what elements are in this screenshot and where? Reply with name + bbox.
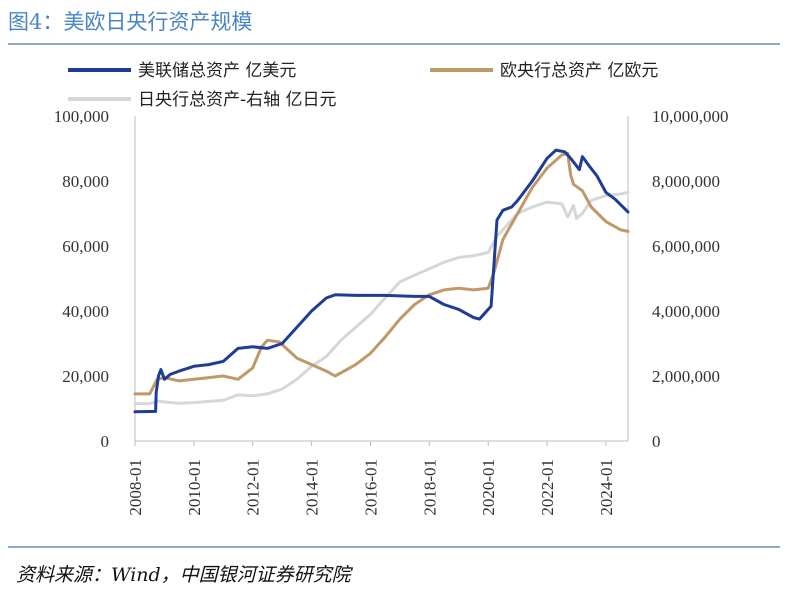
legend-label-fed: 美联储总资产 亿美元 [138, 61, 296, 81]
y-right-tick-label: 0 [652, 432, 661, 451]
x-tick-label: 2024-01 [597, 459, 616, 516]
legend-label-boj: 日央行总资产-右轴 亿日元 [138, 90, 337, 110]
y-right-tick-label: 8,000,000 [652, 172, 720, 191]
tick-labels: 0 20,000 40,000 60,000 80,000 100,000 0 2,000,0… [54, 107, 729, 516]
y-right-tick-label: 2,000,000 [652, 367, 720, 386]
x-tick-label: 2016-01 [361, 459, 380, 516]
y-left-tick-label: 0 [101, 432, 110, 451]
x-tick-label: 2018-01 [420, 459, 439, 516]
y-right-tick-label: 10,000,000 [652, 107, 729, 126]
y-left-tick-label: 20,000 [62, 367, 109, 386]
series-line-ecb [133, 151, 630, 396]
y-left-tick-label: 100,000 [54, 107, 109, 126]
series-line-boj [133, 190, 630, 406]
source-note: 资料来源：Wind，中国银河证券研究院 [16, 564, 351, 586]
chart-title: 图4：美欧日央行资产规模 [8, 10, 253, 34]
y-right-tick-label: 4,000,000 [652, 302, 720, 321]
y-left-tick-label: 60,000 [62, 237, 109, 256]
series-line-fed [133, 148, 630, 414]
x-tick-label: 2020-01 [479, 459, 498, 516]
x-tick-label: 2010-01 [185, 459, 204, 516]
title-divider [8, 43, 780, 45]
y-left-tick-label: 40,000 [62, 302, 109, 321]
x-tick-label: 2022-01 [538, 459, 557, 516]
x-tick-label: 2008-01 [126, 459, 145, 516]
y-left-tick-label: 80,000 [62, 172, 109, 191]
footer-divider [8, 546, 780, 548]
y-right-tick-label: 6,000,000 [652, 237, 720, 256]
x-tick-label: 2014-01 [303, 459, 322, 516]
series-lines [133, 148, 630, 414]
legend-label-ecb: 欧央行总资产 亿欧元 [500, 61, 658, 81]
axes [134, 116, 629, 446]
x-tick-label: 2012-01 [244, 459, 263, 516]
